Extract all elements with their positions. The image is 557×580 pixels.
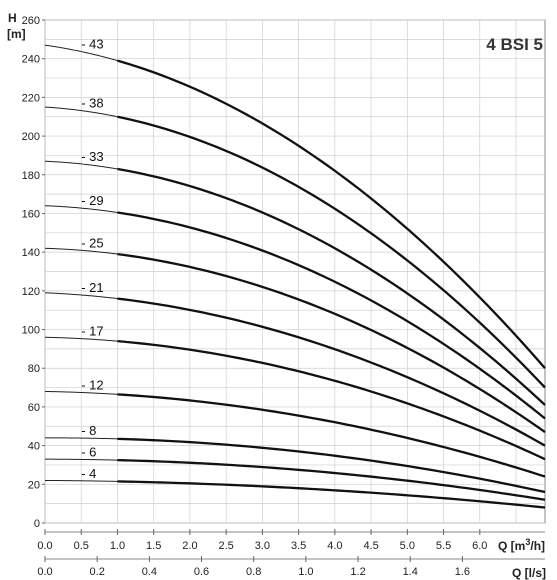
x-tick-label-m3h: 2.5 (219, 540, 234, 552)
curve-thick-segment (117, 340, 546, 461)
x-tick-label-m3h: 1.5 (146, 540, 161, 552)
curve-label: - 6 (81, 444, 96, 459)
x-tick-label-m3h: 0.0 (37, 540, 52, 552)
x-tick-label-m3h: 4.0 (327, 540, 342, 552)
y-tick-label: 0 (34, 518, 40, 530)
curve-thin-segment (44, 44, 118, 62)
x-axis-label-m3h-main: Q [m (498, 539, 525, 553)
y-tick-label: 20 (28, 479, 40, 491)
curve-thin-segment (44, 247, 118, 255)
curve-label: - 25 (81, 235, 103, 250)
y-tick-label: 200 (22, 131, 40, 143)
x-tick-label-ls: 0.0 (37, 566, 52, 578)
x-tick-label-ls: 0.8 (246, 566, 261, 578)
curve-thin-segment (44, 292, 118, 300)
curve-label: - 8 (81, 423, 96, 438)
curve-label: - 12 (81, 377, 103, 392)
curve-thick-segment (117, 211, 546, 420)
curve-thin-segment (44, 205, 118, 213)
chart-title: 4 BSI 5 (486, 35, 543, 54)
x-tick-label-m3h: 0.5 (74, 540, 89, 552)
curve-thin-segment (44, 160, 118, 170)
curve-label: - 38 (81, 96, 103, 111)
y-axis-ticks: 0 20 40 60 80 100 120 140 160 180 200 220 240 260 (22, 15, 45, 530)
y-tick-label: 140 (22, 247, 40, 259)
x-tick-label-m3h: 3.5 (291, 540, 306, 552)
curve-thick-segment (117, 115, 546, 389)
x-tick-label-m3h: 5.5 (436, 540, 451, 552)
y-tick-label: 160 (22, 208, 40, 220)
curve-labels: - 4 - 6 - 8 - 12 - 17 - 21 - 25 - 29 - 33 - 38 - 4… (81, 37, 103, 481)
y-tick-label: 240 (22, 54, 40, 66)
curve-thick-segment (117, 59, 546, 369)
x-tick-label-ls: 1.2 (350, 566, 365, 578)
y-tick-label: 80 (28, 363, 40, 375)
curve-label: - 4 (81, 466, 96, 481)
x-axis-label-m3h-sup: 3 (525, 537, 530, 547)
y-axis-label: H (8, 11, 17, 25)
curve-label: - 21 (81, 280, 103, 295)
y-tick-label: 180 (22, 170, 40, 182)
curve-thin-segment (45, 458, 118, 461)
curve-thick-segment (117, 167, 546, 406)
x-tick-label-m3h: 6.0 (472, 540, 487, 552)
x-axis-label-ls: Q [l/s] (512, 566, 546, 580)
curve-thick-segment (117, 297, 546, 447)
curve-thin-segment (44, 437, 118, 440)
x-tick-label-ls: 0.2 (90, 566, 105, 578)
x-tick-label-m3h: 4.5 (363, 540, 378, 552)
curve-thick-segment (117, 480, 546, 509)
x-axis-ticks-m3h: 0.0 0.5 1.0 1.5 2.0 2.5 3.0 3.5 4.0 4.5 5.0 5.5 6.0 (37, 529, 545, 552)
curves (44, 44, 546, 509)
y-tick-label: 100 (22, 325, 40, 337)
x-tick-label-m3h: 2.0 (182, 540, 197, 552)
curve-thick-segment (117, 458, 546, 501)
curve-thin-segment (44, 336, 118, 342)
x-tick-label-m3h: 3.0 (255, 540, 270, 552)
grid (44, 19, 546, 524)
curve-label: - 43 (81, 37, 103, 52)
curve-thick-segment (117, 393, 546, 478)
y-tick-label: 120 (22, 286, 40, 298)
x-tick-label-ls: 1.0 (298, 566, 313, 578)
y-tick-label: 260 (22, 15, 40, 27)
x-tick-label-ls: 1.4 (403, 566, 418, 578)
curve-thick-segment (117, 252, 546, 434)
curve-thin-segment (44, 390, 118, 395)
y-tick-label: 40 (28, 441, 40, 453)
curve-thick-segment (117, 437, 546, 494)
x-tick-label-m3h: 5.0 (400, 540, 415, 552)
x-tick-label-m3h: 1.0 (110, 540, 125, 552)
curve-label: - 29 (81, 193, 103, 208)
y-tick-label: 60 (28, 402, 40, 414)
curve-label: - 17 (81, 324, 103, 339)
x-tick-label-ls: 0.4 (142, 566, 157, 578)
y-tick-label: 220 (22, 92, 40, 104)
y-axis-unit: [m] (7, 27, 26, 41)
x-tick-label-ls: 0.6 (194, 566, 209, 578)
x-axis-ticks-ls: 0.0 0.2 0.4 0.6 0.8 1.0 1.2 1.4 1.6 (37, 556, 545, 578)
x-axis-label-m3h: Q [m3/h] (498, 537, 545, 553)
x-tick-label-ls: 1.6 (455, 566, 470, 578)
curve-thin-segment (44, 106, 118, 118)
curve-label: - 33 (81, 149, 103, 164)
x-axis-label-m3h-end: /h] (530, 539, 545, 553)
curve-thin-segment (44, 479, 118, 482)
